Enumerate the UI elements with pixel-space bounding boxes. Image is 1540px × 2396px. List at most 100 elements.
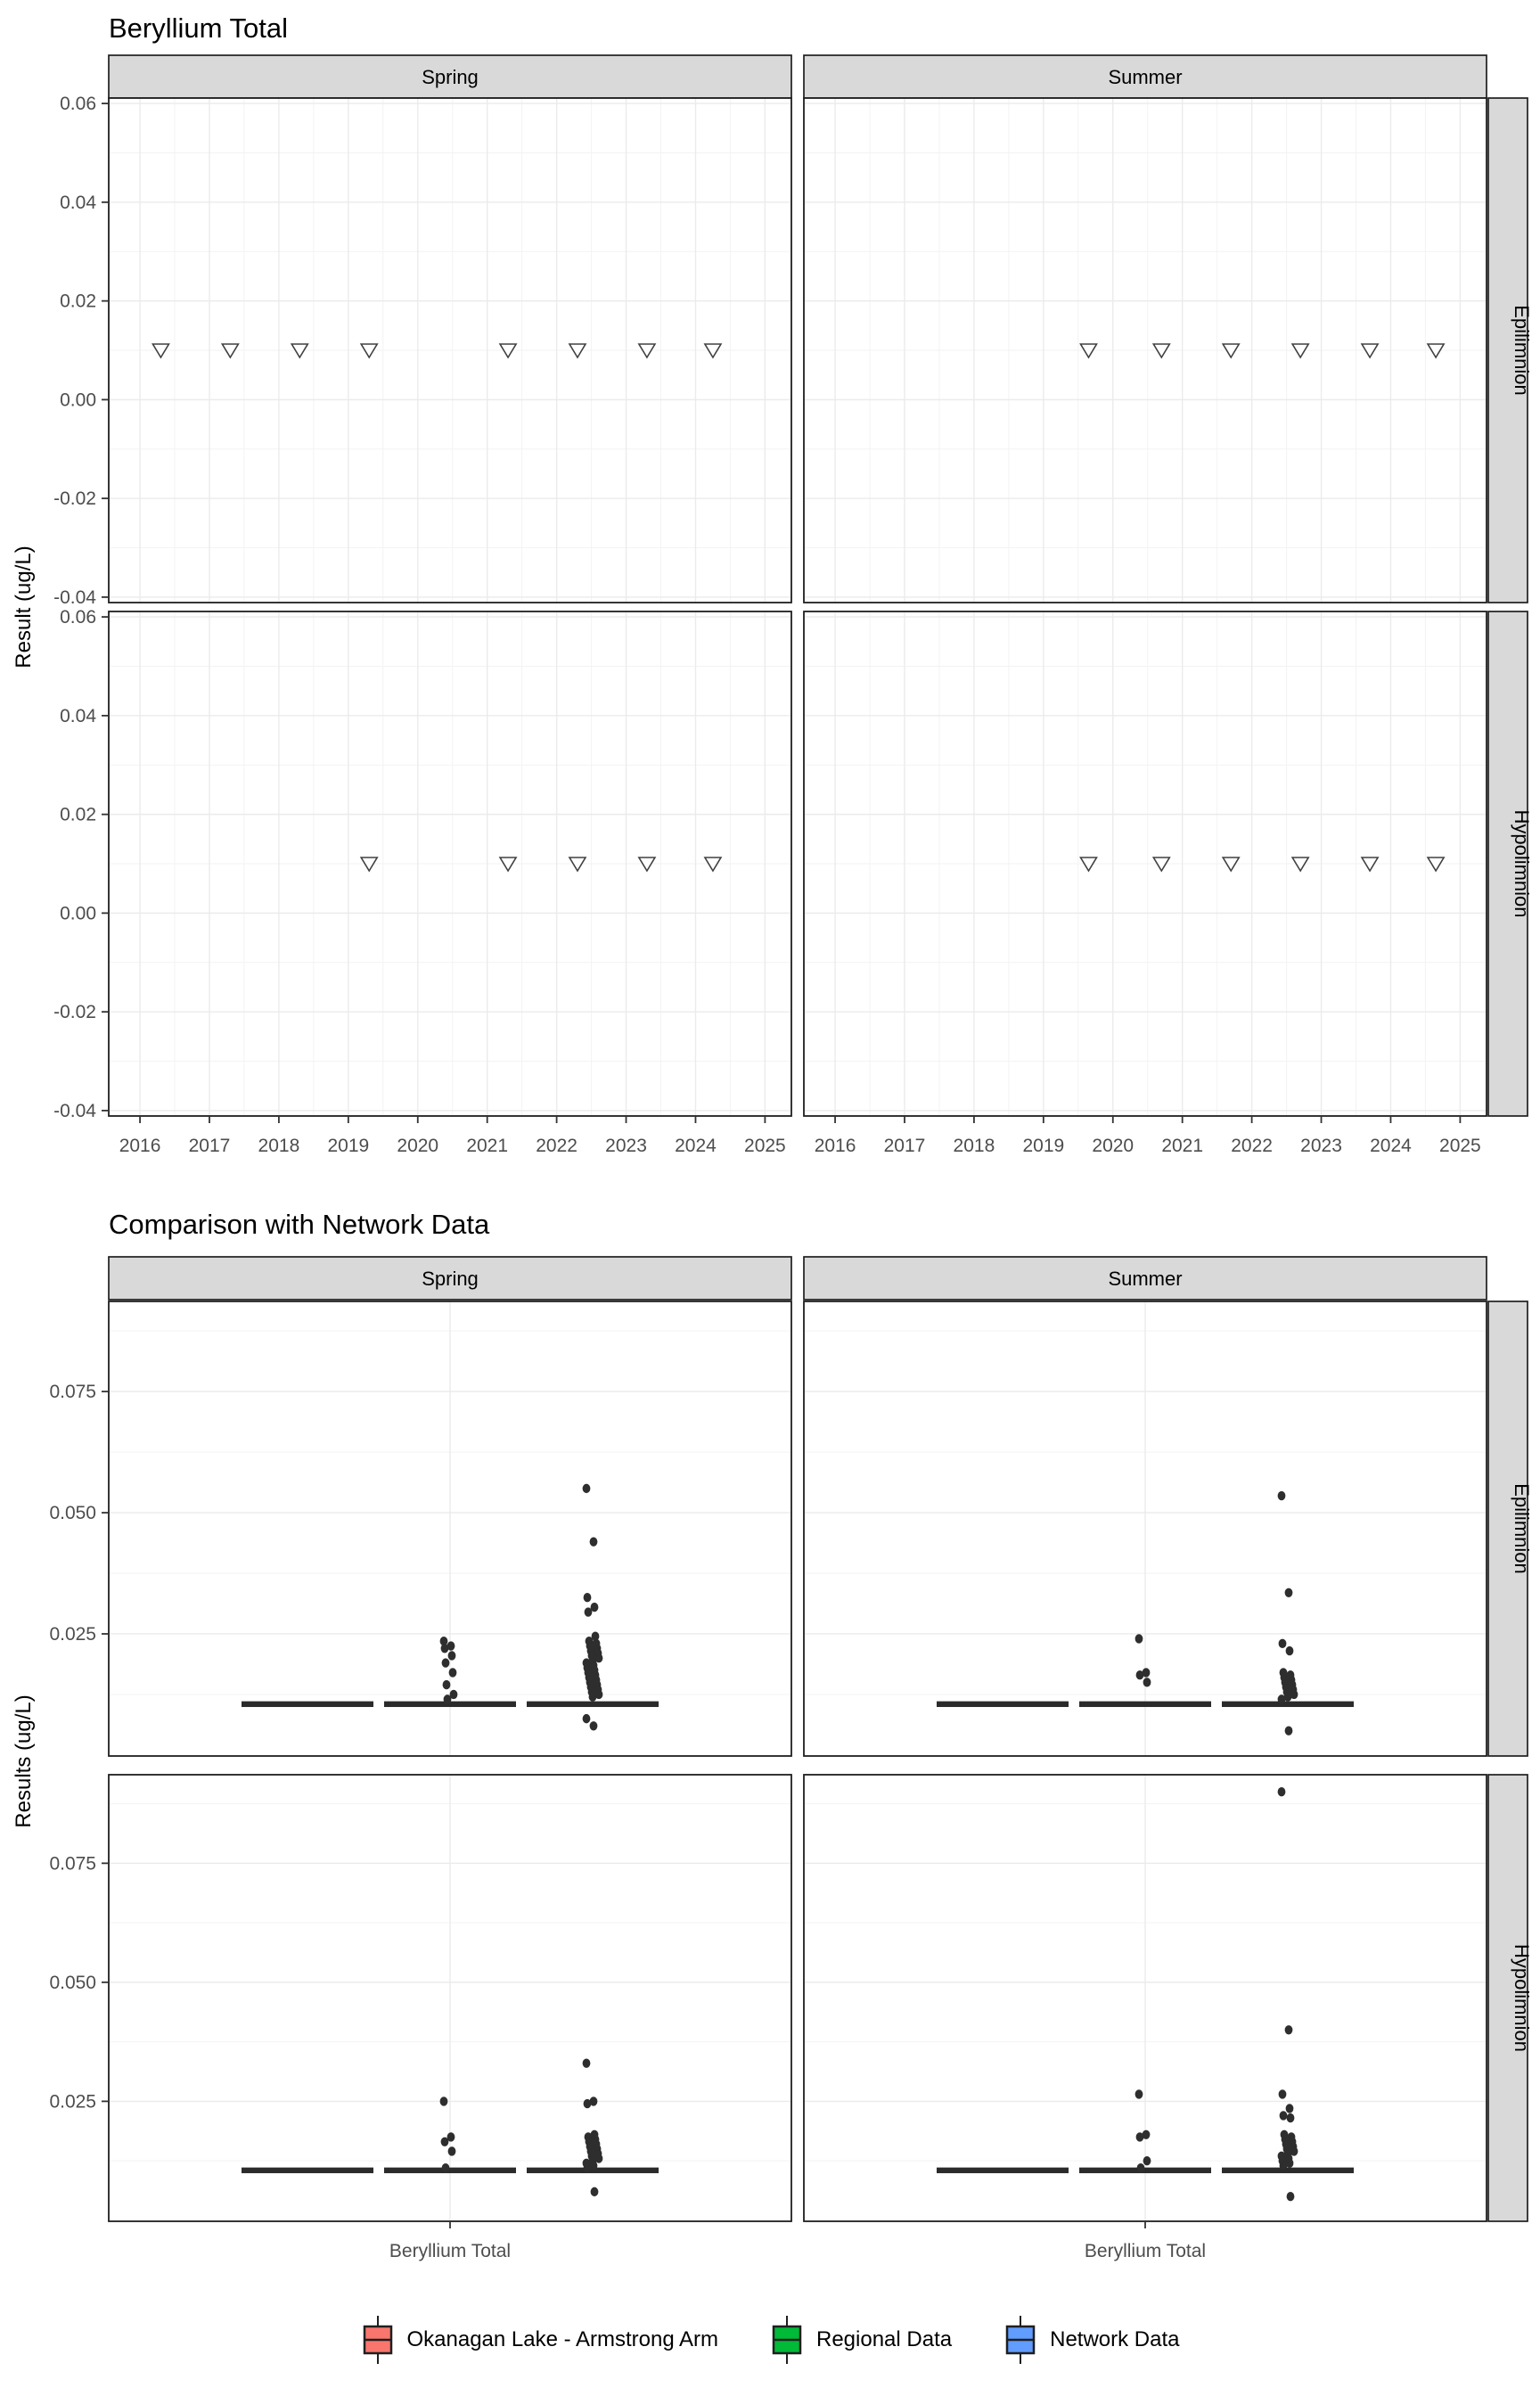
nondetect-triangle-point [568,343,587,359]
facet-strip-summer [803,1256,1487,1301]
axis-text: -0.04 [53,1101,96,1121]
axis-text: 0.02 [60,805,96,825]
nondetect-triangle-point [568,857,587,873]
axis-text: 0.075 [49,1853,96,1874]
nondetect-triangle-point [703,857,723,873]
jitter-point [589,2161,598,2170]
axis-text: 2020 [1092,1136,1134,1156]
jitter-point [583,2098,592,2109]
jitter-point [447,2146,456,2156]
axis-text: 2019 [1022,1136,1064,1156]
nondetect-triangle-point [498,343,518,359]
jitter-point [1278,2089,1287,2099]
jitter-point [1279,2161,1288,2170]
facet-strip-spring [108,54,792,99]
collapsed-boxplot-regional [1079,2167,1211,2174]
jitter-point [446,1641,455,1651]
nondetect-triangle-point [1290,343,1310,359]
collapsed-boxplot-network [527,2167,659,2174]
nondetect-triangle-point [1426,343,1446,359]
facet-strip-epilimnion [1487,1301,1528,1757]
axis-text: Summer [1108,66,1182,88]
axis-text: Beryllium Total [389,2241,511,2261]
nondetect-triangle-point [1079,857,1098,873]
axis-text: Epilimnion [1511,305,1533,396]
nondetect-triangle-point [359,343,379,359]
jitter-point [1135,2089,1143,2099]
legend-item-network: Network Data [1003,2314,1180,2366]
axis-text: 2022 [1231,1136,1273,1156]
axis-text: 2018 [954,1136,995,1156]
axis-text: Spring [422,66,479,88]
collapsed-boxplot-network [1222,2167,1354,2174]
axis-text: -0.04 [53,587,96,608]
jitter-point [447,1651,456,1661]
chart1-title: Beryllium Total [109,12,289,44]
collapsed-boxplot-regional [384,1701,516,1708]
boxplot-glyph-icon [772,2316,802,2364]
jitter-point [1136,2162,1145,2173]
nondetect-triangle-point [1221,343,1241,359]
jitter-point [584,1607,593,1617]
jitter-point [1135,2132,1144,2142]
jitter-point [590,1602,599,1612]
facet-strip-hypolimnion [1487,611,1528,1117]
axis-text: 0.04 [60,706,96,726]
axis-text: 0.00 [60,390,96,410]
jitter-point [1283,1692,1292,1702]
axis-text: Result (ug/L) [12,546,36,668]
axis-text: Epilimnion [1511,1483,1533,1574]
axis-text: 2021 [1161,1136,1203,1156]
jitter-point [1142,1668,1151,1678]
jitter-point [589,1537,598,1547]
nondetect-triangle-point [359,857,379,873]
nondetect-triangle-point [1360,857,1380,873]
axis-text: 2025 [1439,1136,1481,1156]
axis-text: Summer [1108,1268,1182,1290]
jitter-point [1142,2129,1151,2139]
collapsed-boxplot-okanagan [937,1701,1069,1708]
collapsed-boxplot-okanagan [242,2167,373,2174]
axis-text: 0.025 [49,1624,96,1645]
axis-text: 2018 [258,1136,300,1156]
jitter-point [1143,2155,1151,2166]
jitter-point [439,1636,448,1646]
jitter-point [591,1631,600,1641]
jitter-point [449,1689,458,1700]
axis-text: 0.06 [60,607,96,628]
facet-strip-spring [108,1256,792,1301]
collapsed-boxplot-okanagan [242,1701,373,1708]
jitter-point [1286,2192,1295,2202]
legend-item-regional: Regional Data [770,2314,952,2366]
axis-text: Hypolimnion [1511,809,1533,917]
facet-panel-border [108,1301,792,1757]
jitter-point [440,1644,449,1653]
axis-text: 2022 [536,1136,578,1156]
jitter-point [1285,1645,1294,1656]
jitter-point [588,1692,597,1702]
facet-strip-epilimnion [1487,97,1528,603]
legend-label: Okanagan Lake - Armstrong Arm [406,2327,719,2351]
axis-text: 2024 [675,1136,717,1156]
jitter-point [583,1593,592,1603]
jitter-point [446,2132,455,2142]
axis-text: 2021 [466,1136,508,1156]
axis-text: 2023 [605,1136,647,1156]
jitter-point [589,2096,598,2106]
jitter-point [443,1694,452,1704]
jitter-point [594,2154,603,2163]
facet-strip-hypolimnion [1487,1774,1528,2222]
axis-text: 2020 [397,1136,438,1156]
axis-text: Results (ug/L) [12,1694,36,1827]
nondetect-triangle-point [1360,343,1380,359]
legend: Okanagan Lake - Armstrong Arm Regional D… [0,2314,1540,2366]
axis-text: 0.025 [49,2091,96,2112]
collapsed-boxplot-network [1222,1701,1354,1708]
nondetect-triangle-point [220,343,240,359]
axis-text: 2023 [1300,1136,1342,1156]
collapsed-boxplot-regional [1079,1701,1211,1708]
nondetect-triangle-point [152,343,170,359]
jitter-point [1143,1678,1151,1687]
axis-text: 2025 [744,1136,786,1156]
jitter-point [441,1658,450,1668]
